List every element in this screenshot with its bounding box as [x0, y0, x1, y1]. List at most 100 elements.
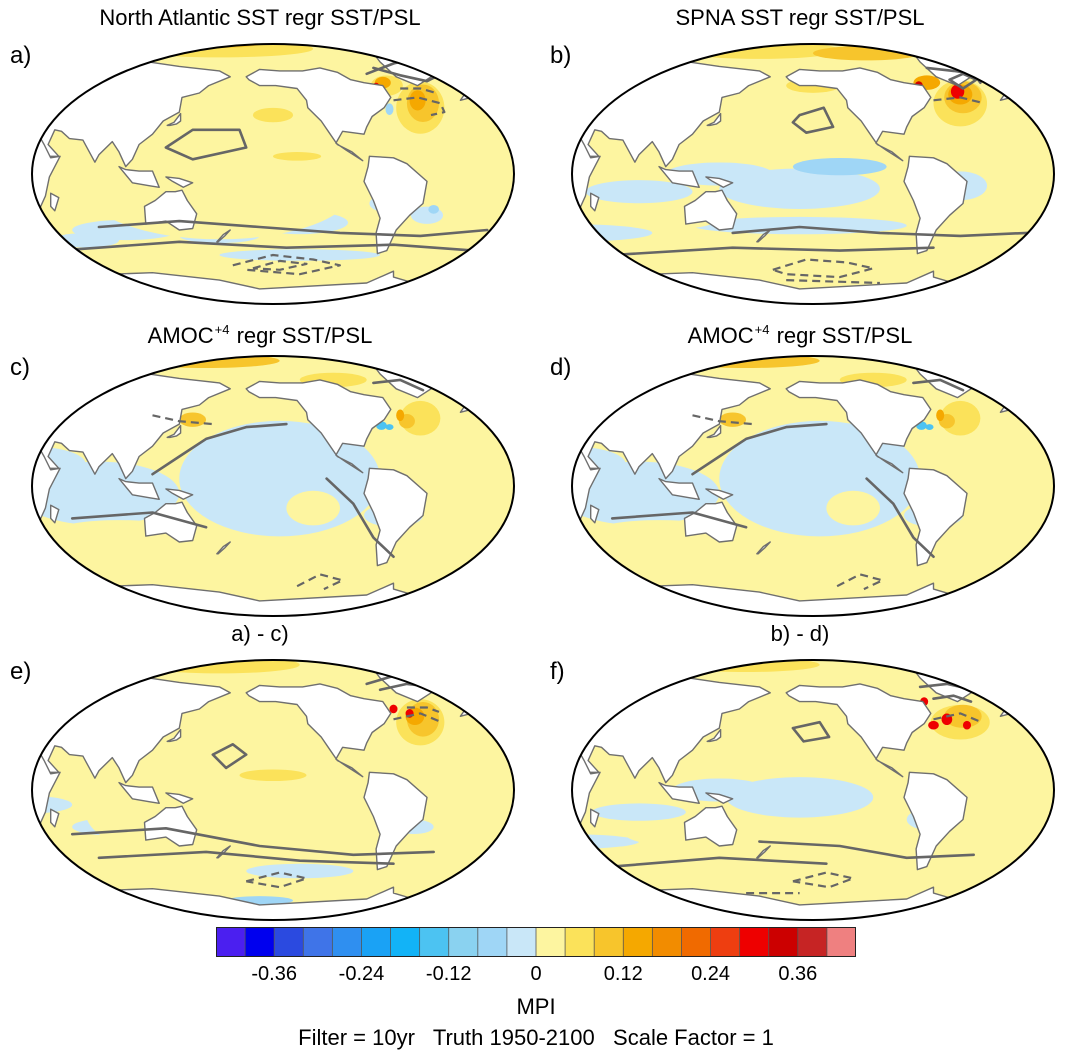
colorbar-swatch — [216, 928, 246, 956]
positive-anomaly-region — [396, 409, 405, 422]
landmass — [590, 808, 600, 828]
positive-anomaly-region — [139, 660, 300, 674]
landmass — [216, 541, 231, 555]
colorbar-tick-label: -0.36 — [251, 963, 297, 985]
psl-contour-positive — [791, 106, 835, 134]
psl-contour-positive — [151, 422, 288, 476]
map-border — [31, 659, 515, 921]
negative-anomaly-region — [385, 103, 394, 115]
landmass — [683, 805, 738, 847]
colorbar — [216, 927, 856, 957]
positive-anomaly-region — [32, 44, 86, 56]
colorbar-swatch — [506, 928, 537, 956]
map-panel: SPNA SST regr SST/PSL b) — [540, 2, 1055, 320]
panel-title: a) - c) — [30, 618, 490, 650]
map-panel: a) - c) e) — [0, 618, 515, 936]
landmass — [706, 424, 722, 439]
landmass — [705, 792, 734, 805]
psl-contour-positive — [610, 511, 748, 529]
positive-anomaly-region — [125, 44, 314, 58]
psl-contour-positive — [211, 743, 248, 770]
landmass — [785, 379, 932, 474]
landmass — [50, 192, 60, 212]
world-map — [568, 352, 1058, 620]
psl-contour-positive — [731, 225, 1029, 238]
negative-anomaly-region — [32, 796, 73, 814]
map-0 — [31, 43, 515, 305]
landmass — [166, 424, 182, 439]
psl-contour-negative — [836, 573, 884, 591]
landmass — [756, 845, 771, 859]
psl-contour-positive — [932, 694, 973, 703]
world-map — [28, 352, 518, 620]
landmass — [50, 808, 60, 828]
psl-contour-positive — [70, 827, 436, 857]
panel-letter: d) — [550, 354, 572, 381]
psl-contour-positive — [791, 720, 831, 743]
world-map — [568, 40, 1058, 308]
panel-letter: c) — [10, 354, 30, 381]
title-text: AMOC — [147, 323, 214, 348]
landmass — [706, 112, 722, 127]
colorbar-swatch — [768, 928, 799, 956]
positive-anomaly-region — [286, 490, 340, 526]
positive-anomaly-region — [936, 409, 945, 422]
map-5 — [571, 659, 1055, 921]
landmass — [363, 771, 428, 871]
positive-anomaly-region — [826, 490, 880, 526]
colorbar-swatch — [536, 928, 566, 956]
landmass — [903, 155, 968, 255]
psl-contour-negative — [232, 253, 341, 276]
figure-footer: Filter = 10yr Truth 1950-2100 Scale Fact… — [298, 1025, 774, 1050]
psl-contour-negative — [786, 279, 880, 285]
panel-letter: a) — [10, 42, 32, 69]
title-text: b) - d) — [770, 621, 830, 646]
psl-contour-positive — [610, 246, 935, 257]
positive-anomaly-region — [273, 151, 322, 161]
psl-contour-negative — [393, 96, 446, 117]
panel-letter: e) — [10, 658, 32, 685]
psl-contour-positive — [372, 378, 425, 392]
panel-letter: b) — [550, 42, 572, 69]
title-superscript: +4 — [754, 322, 770, 337]
landmass — [590, 192, 600, 212]
panel-title: b) - d) — [570, 618, 1030, 650]
colorbar-frame — [216, 927, 856, 957]
psl-contour-positive — [57, 240, 476, 252]
map-panel: b) - d) f) — [540, 618, 1055, 936]
psl-contour-positive — [97, 850, 395, 865]
negative-anomaly-region — [572, 224, 653, 242]
landmass — [658, 165, 700, 189]
landmass — [118, 165, 160, 189]
landmass — [705, 176, 734, 189]
colorbar-swatch — [565, 928, 595, 956]
psl-contour-negative — [400, 87, 437, 95]
colorbar-swatch — [826, 928, 856, 956]
landmass — [118, 477, 160, 501]
world-map — [568, 656, 1058, 924]
positive-anomaly-region — [252, 107, 294, 123]
map-border — [571, 355, 1055, 617]
map-border — [571, 43, 1055, 305]
colorbar-swatch — [390, 928, 421, 956]
psl-contour-positive — [865, 477, 935, 558]
colorbar-tick-label: 0.12 — [603, 963, 643, 985]
landmass — [756, 229, 771, 243]
negative-anomaly-region — [925, 424, 934, 430]
landmass — [705, 488, 734, 501]
negative-anomaly-region — [52, 233, 120, 248]
landmass — [363, 155, 428, 255]
colorbar-swatch — [361, 928, 392, 956]
positive-anomaly-region — [692, 552, 907, 567]
landmass — [683, 501, 738, 543]
map-border — [31, 355, 515, 617]
positive-anomaly-region — [105, 356, 200, 360]
colorbar-tick-label: -0.24 — [338, 963, 385, 985]
negative-anomaly-region — [572, 834, 639, 849]
psl-contour-negative — [406, 706, 440, 713]
title-text: SPNA SST regr SST/PSL — [675, 5, 925, 30]
landmass — [785, 67, 932, 162]
colorbar-tick-label: 0.36 — [778, 963, 818, 985]
colorbar-swatch — [710, 928, 741, 956]
psl-contour-negative — [933, 712, 983, 724]
